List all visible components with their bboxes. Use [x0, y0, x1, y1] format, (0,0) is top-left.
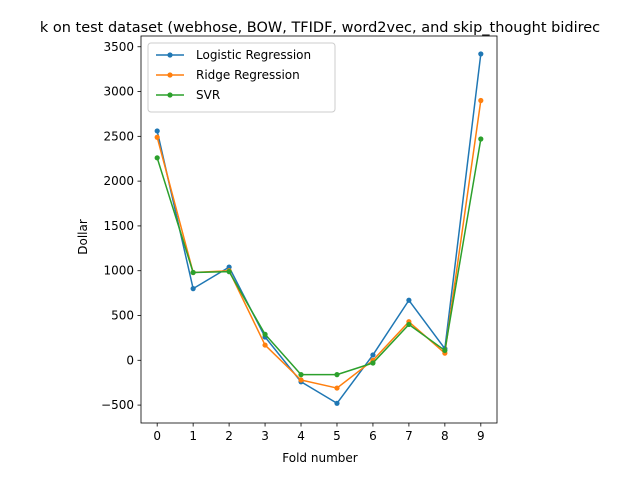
data-point: [190, 269, 196, 276]
data-point: [226, 264, 232, 270]
data-point: [370, 360, 376, 366]
x-tick-label: 9: [477, 429, 485, 443]
data-point: [334, 372, 340, 378]
legend-label: Logistic Regression: [196, 48, 311, 62]
axes-frame: [140, 35, 498, 424]
x-tick-label: 4: [297, 429, 305, 443]
data-point: [478, 97, 484, 104]
legend-label: Ridge Regression: [196, 68, 300, 82]
legend-swatch-marker: [167, 92, 173, 98]
y-tick-label: 2500: [103, 129, 134, 143]
x-axis-label: Fold number: [282, 451, 357, 465]
y-tick-label: 3000: [103, 85, 134, 99]
data-point: [262, 331, 268, 337]
data-point: [334, 385, 340, 391]
data-point: [298, 372, 304, 378]
y-tick-label: 500: [111, 309, 134, 323]
y-axis-label: Dollar: [76, 219, 90, 255]
data-point: [370, 352, 376, 358]
data-point: [406, 321, 412, 328]
data-point: [478, 136, 484, 142]
x-tick-label: 7: [405, 429, 413, 443]
data-point: [154, 128, 160, 134]
y-tick-label: −500: [101, 398, 134, 412]
y-tick-label: 1000: [103, 264, 134, 278]
series-line-0: [156, 53, 482, 405]
series-2: [154, 136, 484, 378]
x-tick-label: 1: [189, 429, 197, 443]
x-tick-label: 8: [441, 429, 449, 443]
legend-box: [147, 42, 336, 113]
data-point: [406, 297, 412, 303]
data-point: [154, 134, 160, 140]
legend-label: SVR: [196, 88, 220, 102]
x-tick-label: 2: [225, 429, 233, 443]
legend-swatch-marker: [167, 72, 173, 78]
data-point: [478, 51, 484, 57]
axes-layer: 0 1 2 3 4 5 6 7 8 9 −500 0 500 1000 1500 2000 2500 3000 35…: [101, 35, 498, 443]
legend-swatch-marker: [167, 52, 173, 58]
x-tick-label: 6: [369, 429, 377, 443]
data-point: [190, 286, 196, 292]
x-tick-label: 5: [333, 429, 341, 443]
x-tick-label: 0: [153, 429, 161, 443]
data-point: [226, 269, 232, 275]
y-tick-label: 2000: [103, 174, 134, 188]
x-tick-label: 3: [261, 429, 269, 443]
data-point: [442, 347, 448, 354]
data-point: [298, 377, 304, 383]
data-point: [154, 155, 160, 161]
y-tick-label: 0: [126, 353, 134, 367]
series-layer: [154, 51, 484, 406]
series-line-2: [156, 138, 482, 376]
y-tick-label: 1500: [103, 219, 134, 233]
y-tick-label: 3500: [103, 40, 134, 54]
data-point: [262, 342, 268, 348]
data-point: [334, 400, 340, 406]
chart-title: k on test dataset (webhose, BOW, TFIDF, …: [40, 20, 600, 36]
legend: Logistic Regression Ridge Regression SVR: [147, 42, 336, 113]
